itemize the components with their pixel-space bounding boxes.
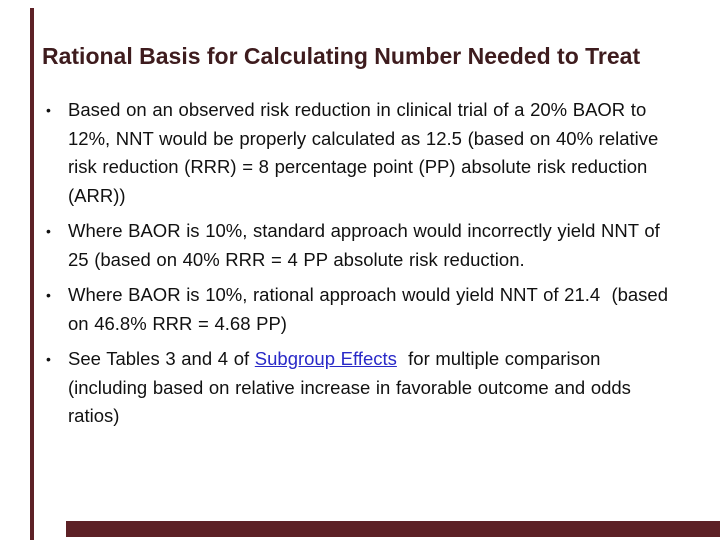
bullet-text: Where BAOR is 10%, standard approach wou… (68, 220, 672, 270)
bullet-marker-icon: • (46, 223, 51, 239)
bullet-text: Where BAOR is 10%, rational approach wou… (68, 284, 674, 334)
bullet-text-after-link: for multiple comparison (including based… (68, 348, 637, 426)
bullet-text-before-link: See Tables 3 and 4 of (68, 348, 255, 369)
bullet-text: See Tables 3 and 4 of Subgroup Effects f… (68, 345, 682, 431)
bullet-text: Based on an observed risk reduction in c… (68, 99, 664, 206)
bullet-marker-icon: • (46, 102, 51, 118)
subgroup-effects-link[interactable]: Subgroup Effects (254, 348, 397, 369)
bullet-item-2: • Where BAOR is 10%, standard approach w… (42, 217, 682, 274)
bullet-list: • Based on an observed risk reduction in… (42, 96, 682, 438)
bottom-accent-bar (66, 521, 720, 537)
bullet-item-3: • Where BAOR is 10%, rational approach w… (42, 281, 682, 338)
bullet-marker-icon: • (46, 287, 51, 303)
bullet-marker-icon: • (46, 351, 51, 367)
bullet-item-1: • Based on an observed risk reduction in… (42, 96, 682, 210)
bullet-item-4: • See Tables 3 and 4 of Subgroup Effects… (42, 345, 682, 431)
slide-title: Rational Basis for Calculating Number Ne… (42, 43, 641, 69)
left-accent-bar (30, 8, 34, 540)
